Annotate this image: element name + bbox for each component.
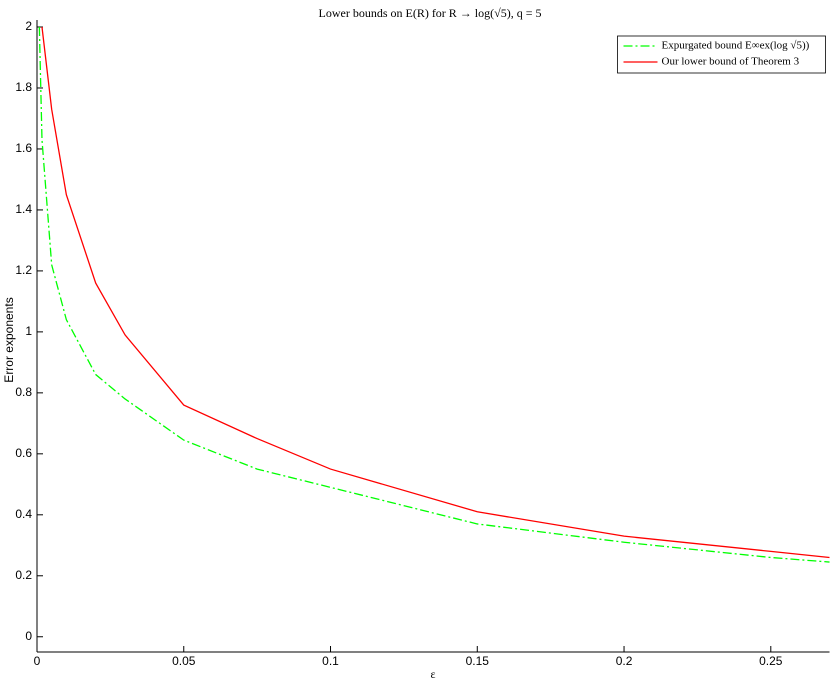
legend-box [617,35,826,74]
y-axis-label: Error exponents [2,297,16,382]
y-tick-label: 2 [25,19,32,33]
x-axis-label: ε [430,667,435,681]
legend-label: Expurgated bound E∞ex(log √5)) [662,40,810,52]
x-tick-label: 0.05 [172,654,196,668]
x-tick-label: 0.15 [466,654,490,668]
series-line [38,26,830,563]
y-tick-label: 1.6 [15,141,32,155]
y-tick-label: 0.2 [15,568,32,582]
y-tick-label: 0.4 [15,507,32,521]
x-tick-label: 0.25 [759,654,783,668]
y-tick-label: 0.8 [15,385,32,399]
chart-title: Lower bounds on E(R) for R → log(√5), q … [319,6,542,20]
series-line [41,26,830,559]
y-tick-label: 0.6 [15,446,32,460]
x-tick-label: 0 [34,654,41,668]
y-tick-label: 0 [25,629,32,643]
x-tick-label: 0.2 [616,654,633,668]
legend-label: Our lower bound of Theorem 3 [662,56,800,68]
y-tick-label: 1.4 [15,202,32,216]
y-tick-label: 1.2 [15,263,32,277]
y-tick-label: 1.8 [15,80,32,94]
y-tick-label: 1 [25,324,32,338]
x-tick-label: 0.1 [322,654,339,668]
